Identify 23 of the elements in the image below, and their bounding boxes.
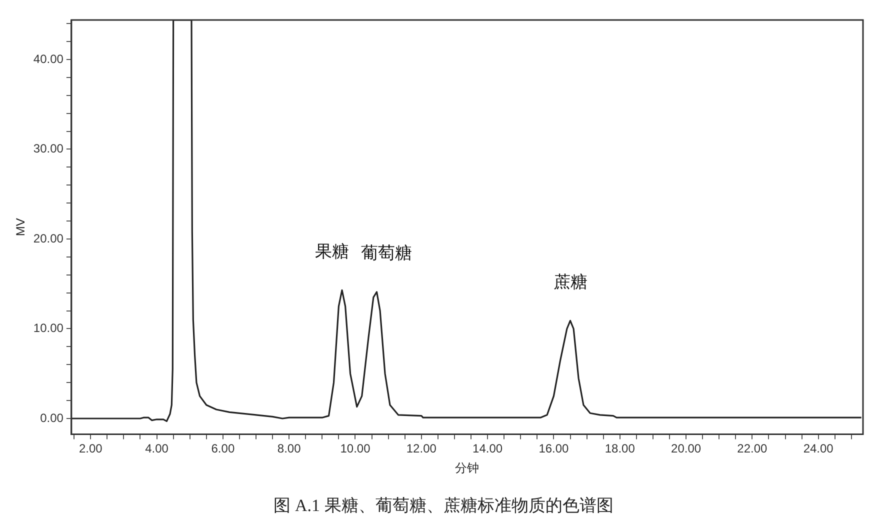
x-tick-label: 12.00 [406, 442, 437, 456]
y-tick-label: 0.00 [40, 410, 64, 425]
x-tick-label: 20.00 [671, 442, 702, 456]
x-axis-title: 分钟 [455, 461, 480, 476]
x-tick-label: 16.00 [538, 442, 570, 456]
x-tick-label: 18.00 [604, 442, 636, 456]
x-tick-label: 4.00 [145, 442, 169, 456]
y-tick-label: 20.00 [33, 231, 64, 246]
y-tick-label: 40.00 [33, 52, 64, 66]
x-tick-label: 2.00 [78, 442, 103, 456]
text: 图 A.1 果糖、葡萄糖、蔗糖标准物质的色谱图 [272, 495, 614, 517]
x-tick-label: 22.00 [737, 442, 768, 456]
y-axis-title: MV [14, 218, 28, 236]
annotation: 果糖 [315, 242, 350, 261]
x-tick-label: 14.00 [472, 442, 503, 456]
y-tick-label: 30.00 [33, 142, 64, 156]
x-tick-label: 10.00 [340, 442, 371, 456]
x-tick-label: 24.00 [803, 442, 834, 456]
annotation: 葡萄糖 [361, 244, 412, 263]
x-tick-label: 8.00 [277, 442, 302, 456]
y-tick-label: 10.00 [33, 321, 64, 336]
annotation: 蔗糖 [553, 272, 588, 292]
x-tick-label: 6.00 [211, 442, 235, 456]
